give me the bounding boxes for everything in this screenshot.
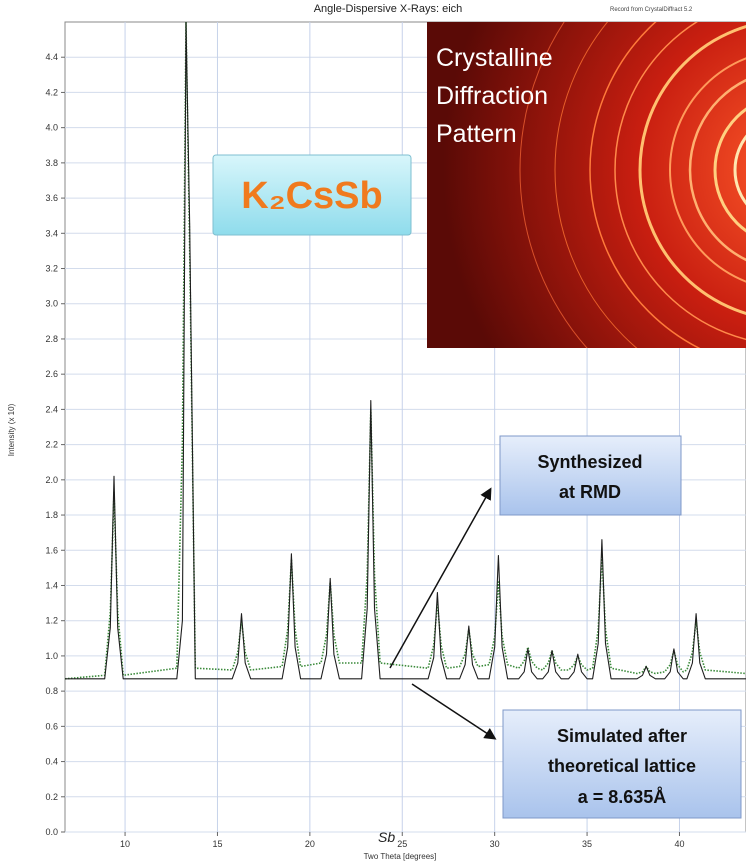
y-tick-label: 2.2: [45, 440, 58, 450]
y-tick-label: 4.0: [45, 123, 58, 133]
x-tick-label: 40: [674, 839, 684, 849]
y-tick-label: 3.2: [45, 264, 58, 274]
inset-text: Crystalline: [436, 44, 553, 72]
y-tick-label: 3.4: [45, 228, 58, 238]
y-tick-label: 4.4: [45, 52, 58, 62]
y-tick-label: 1.4: [45, 580, 58, 590]
y-tick-label: 0.8: [45, 686, 58, 696]
x-tick-label: 30: [490, 839, 500, 849]
simulated-label: theoretical lattice: [548, 756, 696, 776]
source-note: Record from CrystalDiffract 5.2: [610, 7, 693, 13]
y-tick-label: 3.6: [45, 193, 58, 203]
chart: 0.0 0.2 0.4 0.6 0.8 1.0 1.2 1.4 1.6 1.8 2.0 2.2 2.4 2…: [0, 0, 746, 865]
y-tick-label: 1.6: [45, 545, 58, 555]
chart-title: Angle-Dispersive X-Rays: eich: [314, 3, 463, 15]
y-tick-label: 1.0: [45, 651, 58, 661]
x-tick-label: 25: [397, 839, 407, 849]
y-tick-label: 2.8: [45, 334, 58, 344]
y-tick-label: 0.2: [45, 792, 58, 802]
y-tick-label: 3.0: [45, 299, 58, 309]
y-tick-label: 1.8: [45, 510, 58, 520]
y-tick-label: 2.4: [45, 404, 58, 414]
inset-text: Pattern: [436, 120, 517, 148]
y-axis-label: Intensity (x 10): [7, 403, 16, 456]
inset-text: Diffraction: [436, 82, 548, 110]
y-tick-label: 2.0: [45, 475, 58, 485]
y-tick-label: 0.4: [45, 757, 58, 767]
compound-label: K₂CsSb: [241, 175, 382, 217]
y-tick-label: 0.0: [45, 827, 58, 837]
x-axis-label: Two Theta [degrees]: [364, 852, 437, 861]
x-tick-label: 35: [582, 839, 592, 849]
synthesized-box: [500, 436, 681, 515]
y-tick-label: 3.8: [45, 158, 58, 168]
x-tick-label: 20: [305, 839, 315, 849]
simulated-label: a = 8.635Å: [578, 787, 667, 807]
y-tick-label: 4.2: [45, 87, 58, 97]
x-tick-label: 10: [120, 839, 130, 849]
y-tick-label: 2.6: [45, 369, 58, 379]
x-annotation: Sb: [378, 829, 395, 845]
synthesized-label: at RMD: [559, 482, 621, 502]
simulated-label: Simulated after: [557, 726, 687, 746]
y-tick-label: 1.2: [45, 616, 58, 626]
y-tick-label: 0.6: [45, 721, 58, 731]
x-tick-label: 15: [212, 839, 222, 849]
synthesized-label: Synthesized: [537, 452, 642, 472]
